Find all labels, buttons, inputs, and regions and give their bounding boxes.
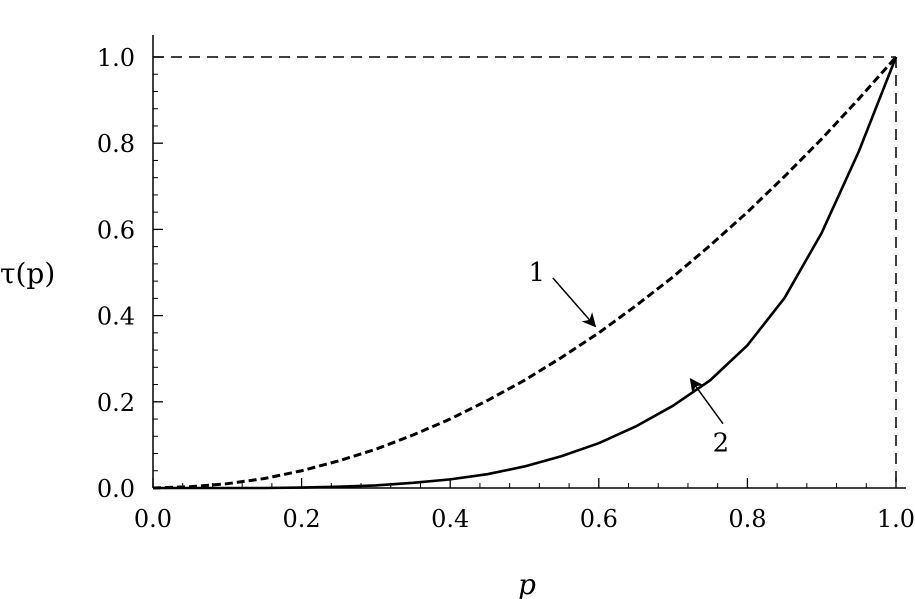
y-axis-title: τ(p) (0, 257, 55, 290)
series (152, 56, 898, 490)
reference-lines (153, 56, 897, 488)
x-tick-label: 0.2 (283, 505, 321, 533)
y-tick-label: 0.8 (97, 130, 135, 158)
ticks: 0.0 0.2 0.4 0.6 0.8 1.0 0.0 0.2 0.4 0.6 0.8 1.0 (97, 44, 915, 533)
x-tick-label: 1.0 (877, 505, 915, 533)
annotation-arrow-1 (552, 277, 597, 328)
y-tick-label: 0.4 (97, 303, 135, 331)
x-tick-label: 0.6 (580, 505, 618, 533)
annotations: 12 (529, 258, 730, 459)
y-tick-label: 0.6 (97, 216, 135, 244)
series-2-line (153, 56, 898, 490)
y-tick-label: 1.0 (97, 44, 135, 72)
y-tick-label: 0.2 (97, 389, 135, 417)
x-tick-label: 0.4 (431, 505, 469, 533)
annotation-arrow-2 (689, 378, 724, 425)
annotation-label-1: 1 (529, 258, 546, 288)
x-tick-label: 0.0 (134, 505, 172, 533)
annotation-label-2: 2 (713, 429, 730, 459)
x-axis-title: p (518, 568, 536, 599)
series-1-line (152, 56, 898, 490)
x-tick-label: 0.8 (728, 505, 766, 533)
y-tick-label: 0.0 (97, 475, 135, 503)
